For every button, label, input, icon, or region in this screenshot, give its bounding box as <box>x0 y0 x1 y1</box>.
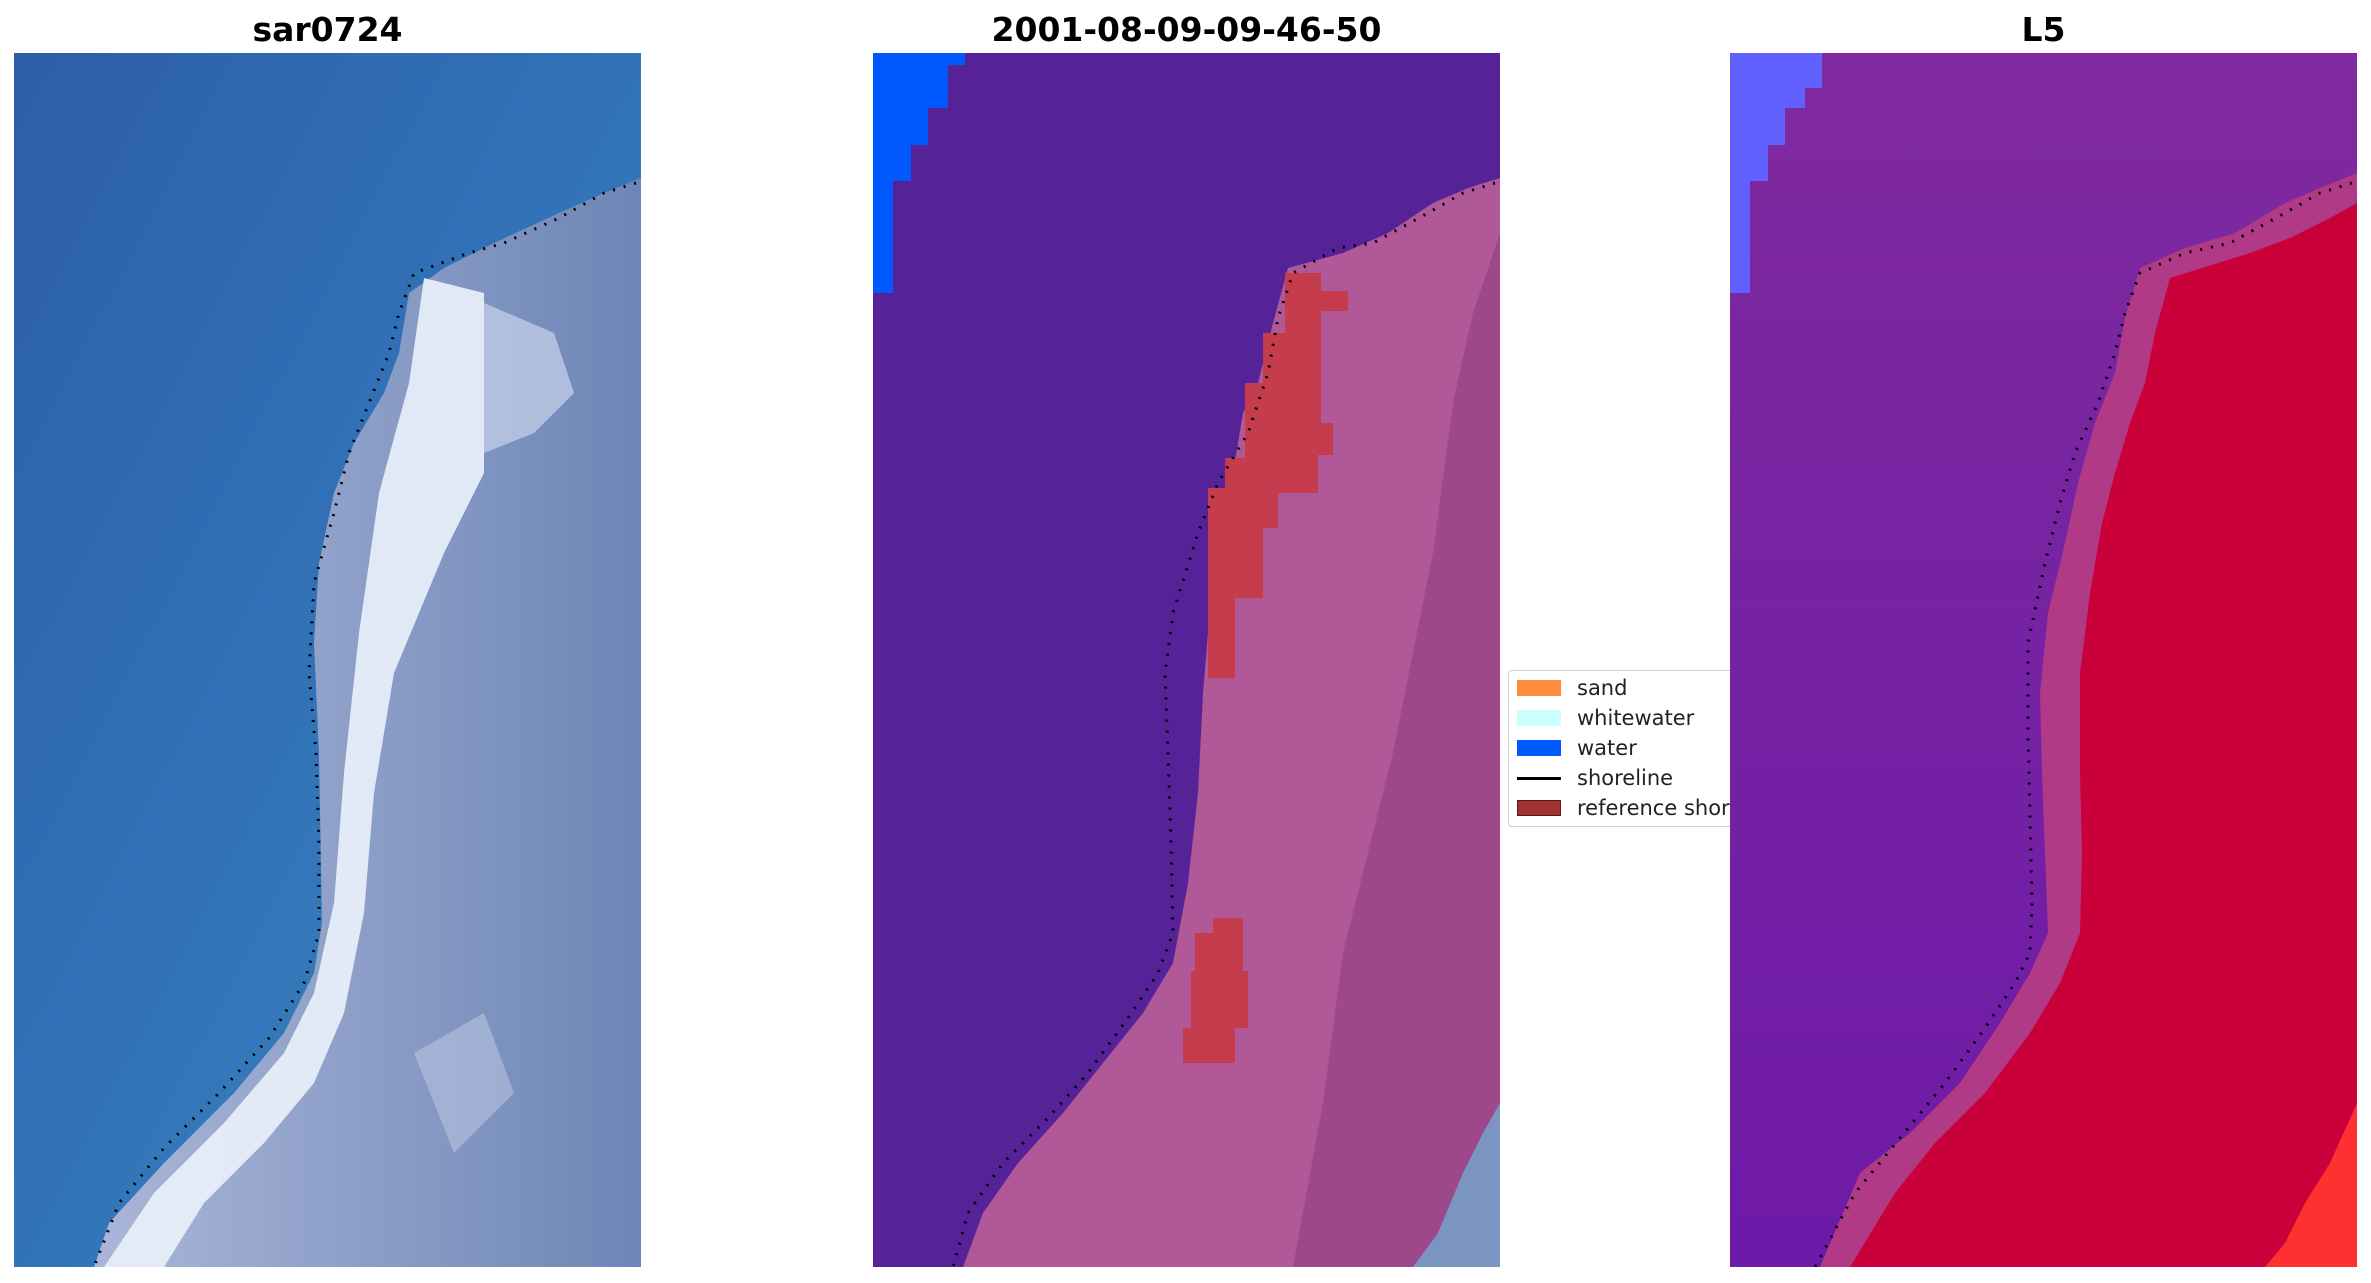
classified-image-panel <box>873 53 1500 1267</box>
legend-swatch-whitewater <box>1517 710 1561 726</box>
legend-item-whitewater: whitewater <box>1517 703 1694 733</box>
class-land-corner <box>1413 1103 1500 1267</box>
panel-title-index: L5 <box>2021 10 2066 49</box>
legend-item-sand: sand <box>1517 673 1627 703</box>
legend-label: sand <box>1577 676 1628 700</box>
panel-title-classified: 2001-08-09-09-46-50 <box>991 10 1382 49</box>
legend-line-shoreline <box>1517 776 1561 780</box>
index-high-area <box>1850 203 2357 1267</box>
rgb-image <box>14 53 641 1267</box>
class-water-area <box>873 53 965 293</box>
index-image <box>1730 53 2357 1267</box>
surf-zone <box>104 278 484 1267</box>
legend-label: water <box>1577 736 1637 760</box>
class-refshore-upper <box>1208 273 1348 678</box>
legend-item-reference-shoreline: reference shoreline <box>1517 793 1739 823</box>
bright-patch-2 <box>414 1013 514 1153</box>
legend: sand whitewater water shoreline referenc… <box>1508 670 1740 827</box>
rgb-image-panel <box>14 53 641 1267</box>
classified-image <box>873 53 1500 1267</box>
index-water-area <box>1730 53 1822 293</box>
legend-label: whitewater <box>1577 706 1695 730</box>
legend-label: shoreline <box>1577 766 1674 790</box>
class-land-shade <box>1293 233 1500 1267</box>
class-refshore-lower <box>1183 918 1248 1063</box>
index-image-panel <box>1730 53 2357 1267</box>
legend-swatch-sand <box>1517 680 1561 696</box>
legend-item-shoreline: shoreline <box>1517 763 1673 793</box>
bright-patch <box>484 303 574 453</box>
legend-label: reference shoreline <box>1577 796 1739 820</box>
legend-swatch-reference-shoreline <box>1517 800 1561 816</box>
panel-title-rgb: sar0724 <box>252 10 403 49</box>
legend-item-water: water <box>1517 733 1637 763</box>
index-corner-patch <box>2265 1103 2357 1267</box>
legend-swatch-water <box>1517 740 1561 756</box>
